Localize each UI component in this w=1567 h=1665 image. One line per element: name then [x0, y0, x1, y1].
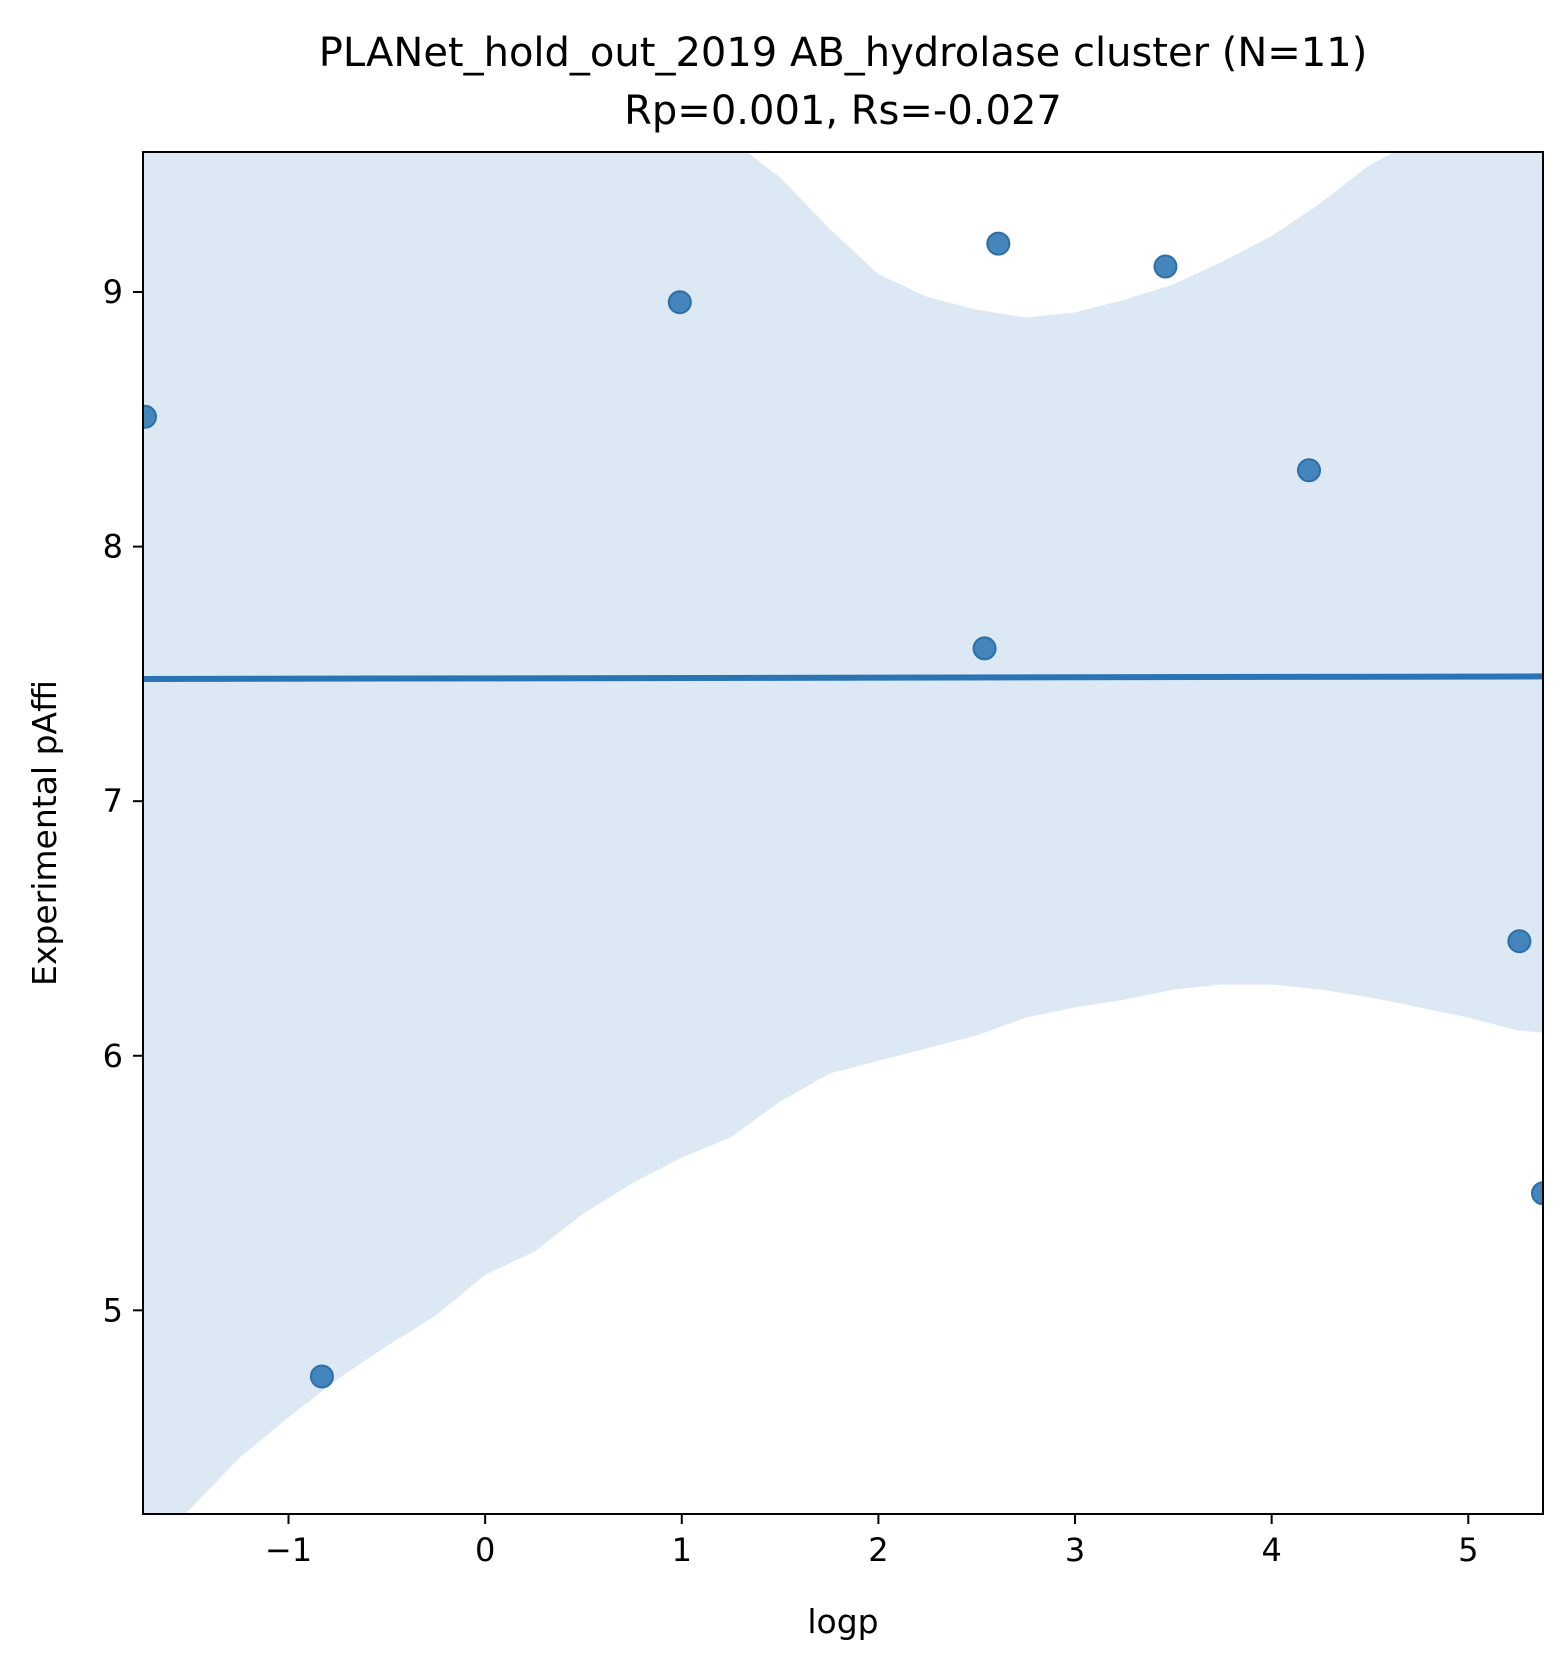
x-tick-label: 3	[1065, 1531, 1085, 1569]
data-point	[309, 1364, 334, 1389]
data-points	[143, 231, 1543, 1389]
confidence-band	[143, 152, 1543, 1514]
data-point	[1531, 1181, 1543, 1206]
y-axis-label: Experimental pAffi	[25, 680, 64, 986]
data-point	[1507, 929, 1532, 954]
x-tick-label: 1	[672, 1531, 692, 1569]
x-tick-label: 5	[1458, 1531, 1478, 1569]
chart-subtitle: Rp=0.001, Rs=-0.027	[624, 88, 1062, 134]
x-tick-label: 2	[868, 1531, 888, 1569]
x-axis-label: logp	[807, 1602, 878, 1641]
data-point	[143, 404, 157, 429]
data-point	[972, 636, 997, 661]
y-tick-label: 8	[103, 528, 123, 566]
x-tick-label: −1	[265, 1531, 312, 1569]
x-axis-ticks: −1 0 1 2 3 4 5	[265, 1514, 1478, 1569]
plot-frame	[142, 151, 1544, 1515]
data-point	[986, 231, 1011, 256]
y-axis-ticks: 5 6 7 8 9	[103, 273, 143, 1329]
data-point	[1297, 458, 1322, 483]
y-tick-label: 7	[103, 782, 123, 820]
y-tick-label: 5	[103, 1291, 123, 1329]
data-point	[1153, 254, 1178, 279]
regression-line	[143, 673, 1543, 682]
x-tick-label: 0	[475, 1531, 495, 1569]
data-point	[667, 290, 692, 315]
chart-title: PLANet_hold_out_2019 AB_hydrolase cluste…	[319, 30, 1368, 76]
y-tick-label: 6	[103, 1037, 123, 1075]
plot-area	[143, 152, 1543, 1514]
y-tick-label: 9	[103, 273, 123, 311]
x-tick-label: 4	[1261, 1531, 1281, 1569]
